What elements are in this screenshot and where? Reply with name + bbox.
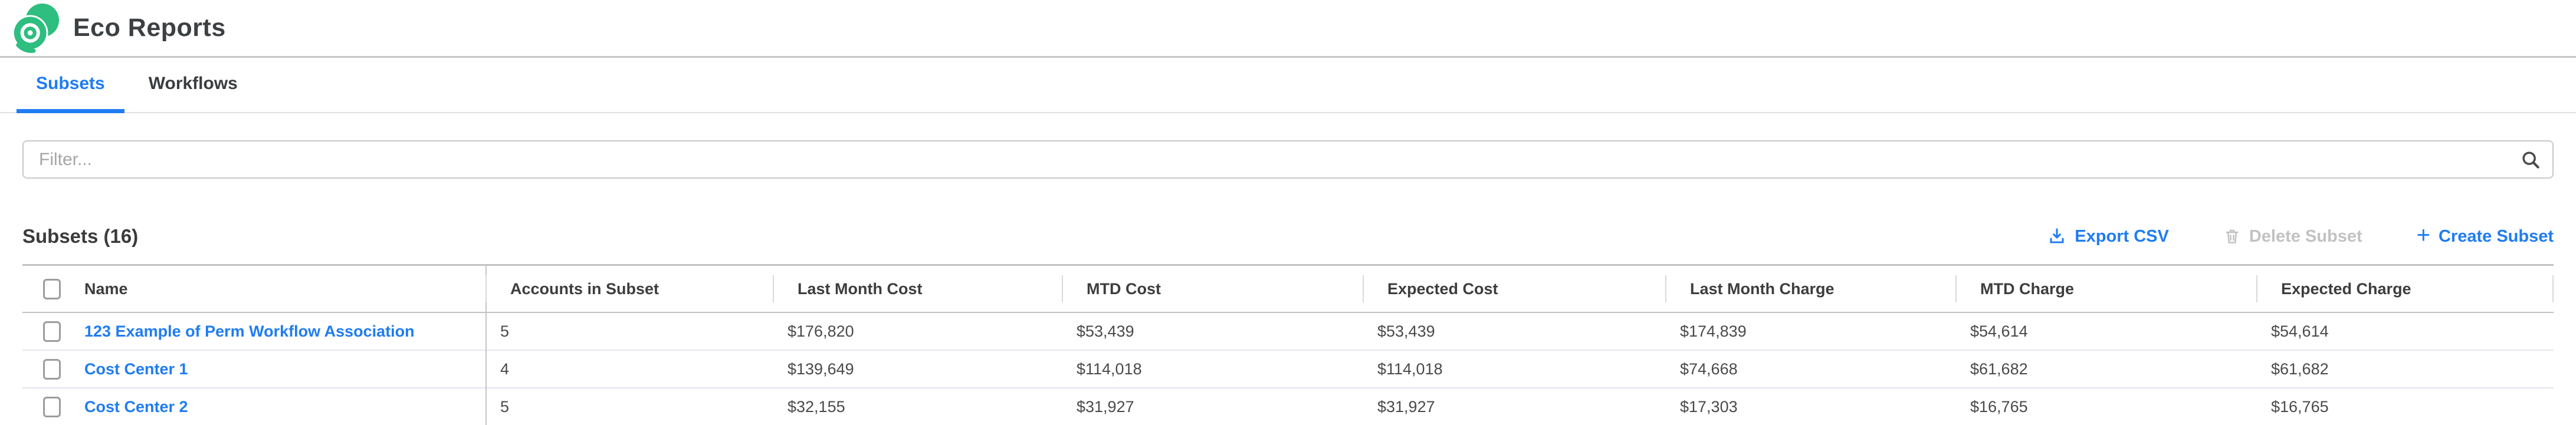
- tab-workflows[interactable]: Workflows: [148, 73, 238, 93]
- column-header-last-month-cost: Last Month Cost: [773, 266, 1062, 312]
- accounts-cell: 5: [500, 397, 510, 416]
- mtd-cost-cell: $53,439: [1077, 322, 1134, 340]
- last-month-charge-cell: $17,303: [1680, 397, 1738, 416]
- last-month-cost-cell: $176,820: [787, 322, 854, 340]
- last-month-charge-cell: $174,839: [1680, 322, 1747, 340]
- main-content: Subsets (16) Export CSV Delete Subset + …: [0, 140, 2576, 425]
- expected-cost-cell: $53,439: [1377, 322, 1435, 340]
- subset-name-link[interactable]: Cost Center 2: [84, 397, 188, 416]
- accounts-cell: 5: [500, 322, 510, 340]
- app-header: Eco Reports: [0, 0, 2576, 58]
- row-checkbox[interactable]: [43, 358, 61, 380]
- column-header-expected-cost: Expected Cost: [1363, 266, 1665, 312]
- plus-icon: +: [2416, 222, 2430, 248]
- create-subset-label: Create Subset: [2438, 226, 2554, 246]
- subset-name-link[interactable]: 123 Example of Perm Workflow Association: [84, 322, 415, 340]
- subset-name-link[interactable]: Cost Center 1: [84, 360, 188, 378]
- column-divider: [485, 266, 487, 425]
- table-row: Cost Center 2 5 $32,155 $31,927 $31,927 …: [22, 388, 2554, 425]
- expected-charge-cell: $16,765: [2271, 397, 2329, 416]
- column-header-mtd-cost: MTD Cost: [1062, 266, 1363, 312]
- table-header-row: Name Accounts in Subset Last Month Cost …: [22, 266, 2554, 313]
- filter-bar: [22, 140, 2554, 179]
- page-title: Eco Reports: [73, 14, 226, 42]
- expected-charge-cell: $54,614: [2271, 322, 2329, 340]
- last-month-charge-cell: $74,668: [1680, 360, 1738, 378]
- accounts-cell: 4: [500, 360, 510, 378]
- create-subset-button[interactable]: + Create Subset: [2416, 222, 2554, 248]
- tab-bar: Subsets Workflows: [0, 58, 2576, 113]
- expected-cost-cell: $114,018: [1377, 360, 1443, 378]
- subsets-table: Name Accounts in Subset Last Month Cost …: [22, 264, 2554, 425]
- mtd-cost-cell: $114,018: [1077, 360, 1142, 378]
- eco-brand-icon: [12, 3, 60, 53]
- download-icon: [2050, 228, 2064, 243]
- row-checkbox[interactable]: [43, 321, 61, 342]
- table-row: 123 Example of Perm Workflow Association…: [22, 313, 2554, 351]
- select-all-checkbox[interactable]: [43, 278, 61, 299]
- last-month-cost-cell: $139,649: [787, 360, 854, 378]
- filter-input[interactable]: [22, 140, 2554, 179]
- subsets-section-header: Subsets (16) Export CSV Delete Subset + …: [22, 222, 2554, 248]
- last-month-cost-cell: $32,155: [787, 397, 845, 416]
- table-row: Cost Center 1 4 $139,649 $114,018 $114,0…: [22, 351, 2554, 388]
- export-csv-button[interactable]: Export CSV: [2047, 227, 2169, 246]
- header-name-cell: Name: [22, 266, 485, 312]
- column-header-expected-charge: Expected Charge: [2256, 266, 2554, 312]
- mtd-charge-cell: $54,614: [1970, 322, 2028, 340]
- name-cell: 123 Example of Perm Workflow Association: [22, 321, 485, 342]
- delete-subset-label: Delete Subset: [2249, 226, 2362, 246]
- column-header-last-month-charge: Last Month Charge: [1665, 266, 1955, 312]
- tab-subsets[interactable]: Subsets: [17, 58, 124, 113]
- section-title: Subsets (16): [22, 225, 139, 247]
- column-header-accounts: Accounts in Subset: [485, 266, 773, 312]
- column-header-name: Name: [84, 279, 128, 298]
- export-csv-label: Export CSV: [2075, 226, 2169, 246]
- expected-cost-cell: $31,927: [1377, 397, 1435, 416]
- expected-charge-cell: $61,682: [2271, 360, 2329, 378]
- delete-subset-button[interactable]: Delete Subset: [2223, 227, 2362, 246]
- search-icon[interactable]: [2519, 149, 2542, 171]
- column-header-mtd-charge: MTD Charge: [1955, 266, 2256, 312]
- trash-icon: [2226, 229, 2239, 243]
- mtd-cost-cell: $31,927: [1077, 397, 1134, 416]
- name-cell: Cost Center 1: [22, 358, 485, 380]
- row-checkbox[interactable]: [43, 396, 61, 417]
- mtd-charge-cell: $16,765: [1970, 397, 2028, 416]
- name-cell: Cost Center 2: [22, 396, 485, 417]
- mtd-charge-cell: $61,682: [1970, 360, 2028, 378]
- section-actions: Export CSV Delete Subset + Create Subset: [2047, 222, 2554, 248]
